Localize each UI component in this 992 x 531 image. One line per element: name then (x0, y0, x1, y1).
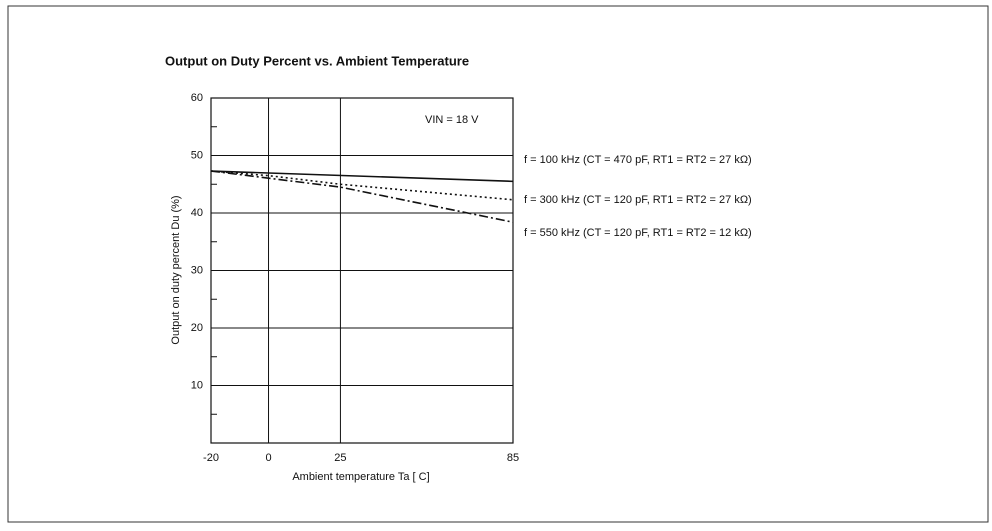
x-tick-label: 0 (265, 452, 271, 464)
y-tick-label: 50 (191, 149, 203, 161)
legend-label: f = 550 kHz (CT = 120 pF, RT1 = RT2 = 12… (524, 227, 752, 239)
y-tick-label: 20 (191, 322, 203, 334)
series-line (210, 170, 514, 223)
x-axis-label: Ambient temperature Ta [ C] (292, 471, 429, 483)
series-line (210, 170, 514, 183)
y-axis-label: Output on duty percent Du (%) (170, 195, 182, 344)
annotation: VIN = 18 V (425, 114, 479, 126)
chart-title: Output on Duty Percent vs. Ambient Tempe… (165, 53, 469, 68)
legend-label: f = 300 kHz (CT = 120 pF, RT1 = RT2 = 27… (524, 194, 752, 206)
series-line (210, 170, 514, 201)
frame (7, 5, 989, 523)
x-tick-label: -20 (203, 452, 219, 464)
x-tick-label: 85 (507, 452, 519, 464)
x-tick-label: 25 (334, 452, 346, 464)
y-tick-label: 40 (191, 207, 203, 219)
legend-label: f = 100 kHz (CT = 470 pF, RT1 = RT2 = 27… (524, 154, 752, 166)
y-tick-label: 60 (191, 92, 203, 104)
y-tick-label: 10 (191, 379, 203, 391)
y-tick-label: 30 (191, 264, 203, 276)
